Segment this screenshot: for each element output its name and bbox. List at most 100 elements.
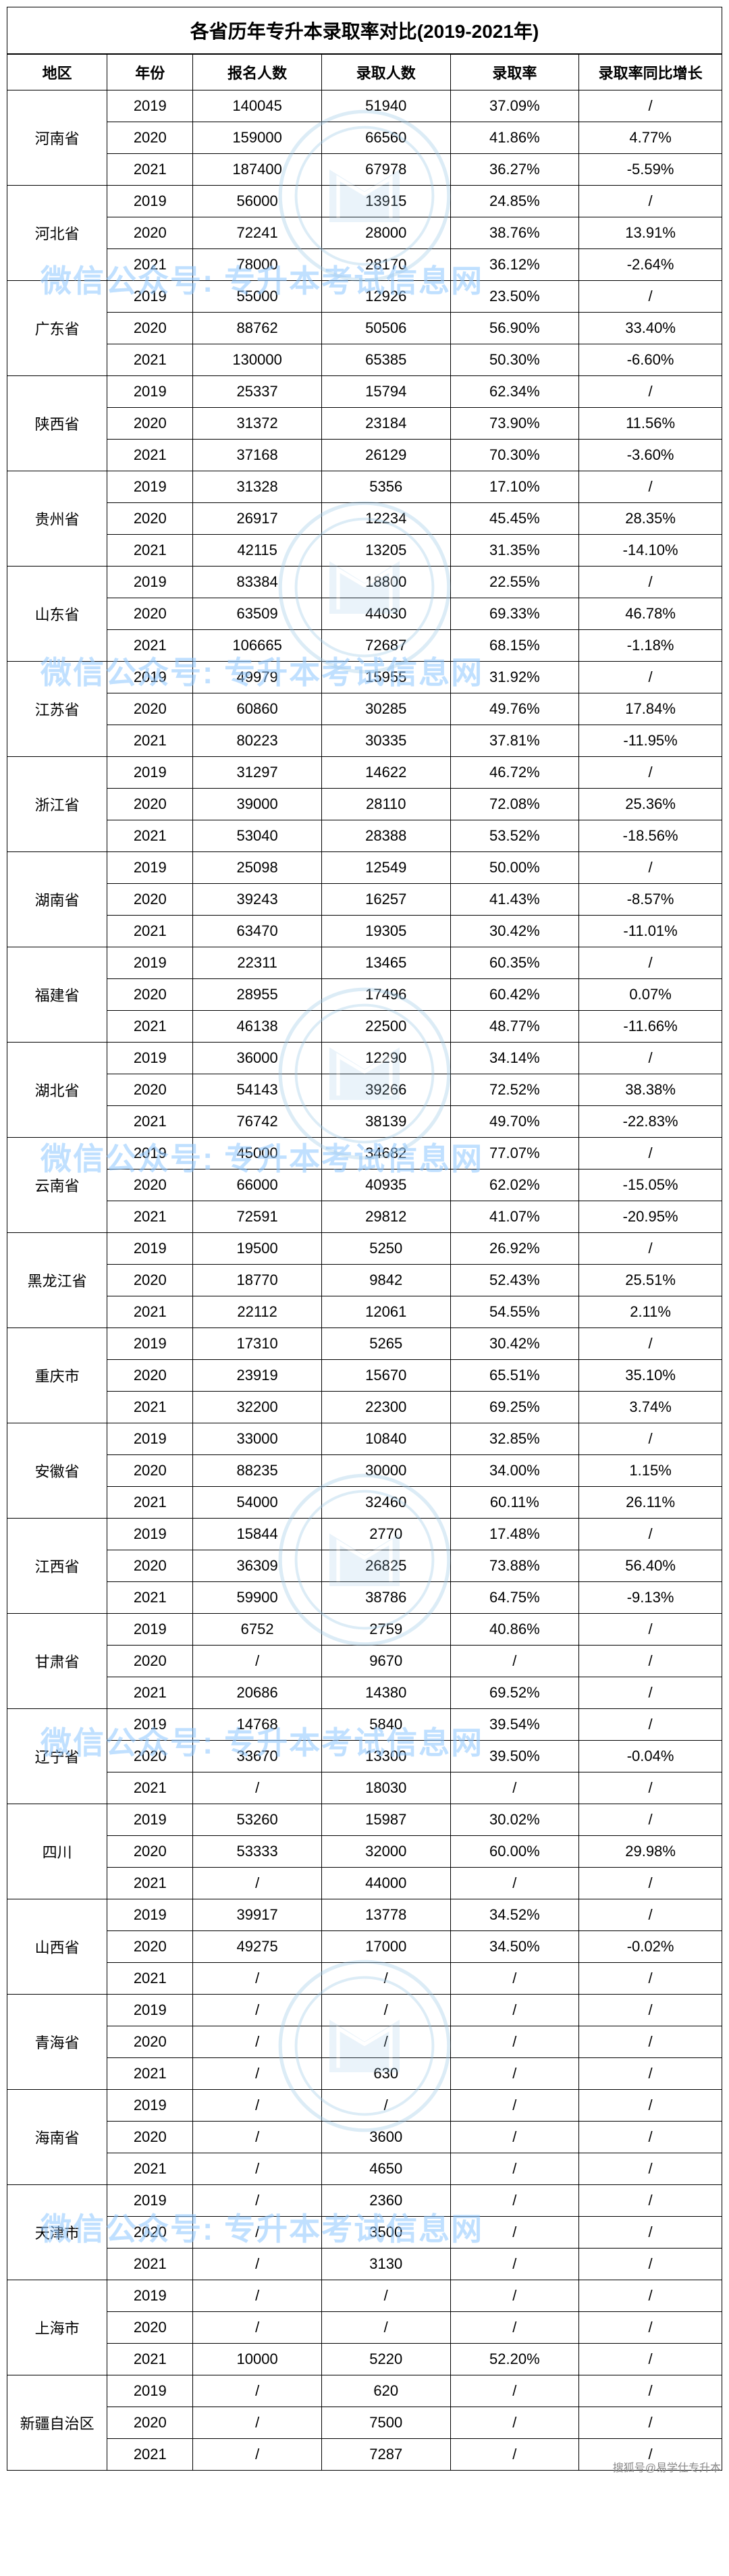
cell-admit: 14622	[321, 757, 450, 789]
cell-admit: 9670	[321, 1646, 450, 1677]
cell-yoy: 26.11%	[579, 1487, 722, 1519]
cell-yoy: /	[579, 1043, 722, 1074]
cell-yoy: 13.91%	[579, 217, 722, 249]
cell-admit: 23184	[321, 408, 450, 440]
cell-admit: 10840	[321, 1423, 450, 1455]
cell-rate: 50.30%	[450, 344, 579, 376]
cell-admit: 34682	[321, 1138, 450, 1169]
cell-yoy: 17.84%	[579, 693, 722, 725]
cell-rate: 69.25%	[450, 1392, 579, 1423]
cell-year: 2019	[107, 376, 193, 408]
cell-apply: 83384	[193, 567, 322, 598]
cell-rate: /	[450, 2058, 579, 2090]
cell-admit: 18800	[321, 567, 450, 598]
cell-yoy: 4.77%	[579, 122, 722, 154]
col-header: 地区	[7, 55, 107, 90]
cell-admit: 30000	[321, 1455, 450, 1487]
cell-yoy: 25.51%	[579, 1265, 722, 1296]
table-row: 202018770984252.43%25.51%	[7, 1265, 722, 1296]
cell-rate: 62.34%	[450, 376, 579, 408]
cell-yoy: /	[579, 376, 722, 408]
cell-rate: 39.54%	[450, 1709, 579, 1741]
cell-apply: 25098	[193, 852, 322, 884]
cell-year: 2020	[107, 2312, 193, 2344]
cell-yoy: /	[579, 1423, 722, 1455]
cell-year: 2021	[107, 2344, 193, 2375]
cell-rate: 53.52%	[450, 820, 579, 852]
cell-rate: /	[450, 2026, 579, 2058]
cell-admit: 22300	[321, 1392, 450, 1423]
cell-admit: 22500	[321, 1011, 450, 1043]
cell-rate: 70.30%	[450, 440, 579, 471]
page-container: 各省历年专升本录取率对比(2019-2021年) 地区年份报名人数录取人数录取率…	[0, 0, 729, 2477]
region-cell: 辽宁省	[7, 1709, 107, 1804]
table-row: 2021725912981241.07%-20.95%	[7, 1201, 722, 1233]
cell-admit: 7500	[321, 2407, 450, 2439]
cell-year: 2021	[107, 1392, 193, 1423]
cell-year: 2021	[107, 1963, 193, 1995]
table-row: 2020492751700034.50%-0.02%	[7, 1931, 722, 1963]
cell-admit: 15794	[321, 376, 450, 408]
cell-year: 2020	[107, 1931, 193, 1963]
cell-yoy: /	[579, 1963, 722, 1995]
table-row: 2020392431625741.43%-8.57%	[7, 884, 722, 916]
cell-rate: 17.48%	[450, 1519, 579, 1550]
table-row: 江西省201915844277017.48%/	[7, 1519, 722, 1550]
cell-admit: 7287	[321, 2439, 450, 2471]
cell-rate: 30.42%	[450, 1328, 579, 1360]
table-row: 天津市2019/2360//	[7, 2185, 722, 2217]
cell-admit: /	[321, 2312, 450, 2344]
cell-apply: /	[193, 2122, 322, 2153]
cell-year: 2021	[107, 1582, 193, 1614]
cell-admit: 29812	[321, 1201, 450, 1233]
cell-yoy: -1.18%	[579, 630, 722, 662]
cell-year: 2019	[107, 1519, 193, 1550]
table-row: 2020541433926672.52%38.38%	[7, 1074, 722, 1106]
cell-apply: 28955	[193, 979, 322, 1011]
cell-year: 2021	[107, 1772, 193, 1804]
table-row: 2020660004093562.02%-15.05%	[7, 1169, 722, 1201]
cell-yoy: /	[579, 662, 722, 693]
cell-year: 2020	[107, 503, 193, 535]
cell-yoy: /	[579, 1138, 722, 1169]
cell-apply: /	[193, 1772, 322, 1804]
region-cell: 江西省	[7, 1519, 107, 1614]
cell-year: 2020	[107, 1741, 193, 1772]
cell-admit: 12926	[321, 281, 450, 313]
cell-rate: 56.90%	[450, 313, 579, 344]
cell-admit: 630	[321, 2058, 450, 2090]
cell-year: 2021	[107, 2058, 193, 2090]
cell-admit: /	[321, 2026, 450, 2058]
cell-rate: /	[450, 2090, 579, 2122]
cell-rate: 24.85%	[450, 186, 579, 217]
cell-year: 2019	[107, 662, 193, 693]
region-cell: 青海省	[7, 1995, 107, 2090]
cell-year: 2021	[107, 2153, 193, 2185]
cell-apply: 88235	[193, 1455, 322, 1487]
cell-rate: 26.92%	[450, 1233, 579, 1265]
table-row: 2020269171223445.45%28.35%	[7, 503, 722, 535]
cell-year: 2021	[107, 916, 193, 947]
cell-apply: 32200	[193, 1392, 322, 1423]
table-row: 2020882353000034.00%1.15%	[7, 1455, 722, 1487]
cell-apply: 10000	[193, 2344, 322, 2375]
cell-apply: 17310	[193, 1328, 322, 1360]
cell-year: 2020	[107, 1836, 193, 1868]
region-cell: 浙江省	[7, 757, 107, 852]
cell-year: 2020	[107, 408, 193, 440]
cell-rate: 49.76%	[450, 693, 579, 725]
cell-apply: 26917	[193, 503, 322, 535]
cell-yoy: /	[579, 2249, 722, 2280]
cell-yoy: 2.11%	[579, 1296, 722, 1328]
cell-yoy: /	[579, 2026, 722, 2058]
cell-apply: /	[193, 2375, 322, 2407]
cell-year: 2019	[107, 90, 193, 122]
cell-admit: 66560	[321, 122, 450, 154]
cell-year: 2019	[107, 1899, 193, 1931]
cell-apply: 22311	[193, 947, 322, 979]
table-row: 2021767423813949.70%-22.83%	[7, 1106, 722, 1138]
table-row: 甘肃省20196752275940.86%/	[7, 1614, 722, 1646]
table-header-row: 地区年份报名人数录取人数录取率录取率同比增长	[7, 55, 722, 90]
cell-apply: 159000	[193, 122, 322, 154]
cell-admit: 13205	[321, 535, 450, 567]
